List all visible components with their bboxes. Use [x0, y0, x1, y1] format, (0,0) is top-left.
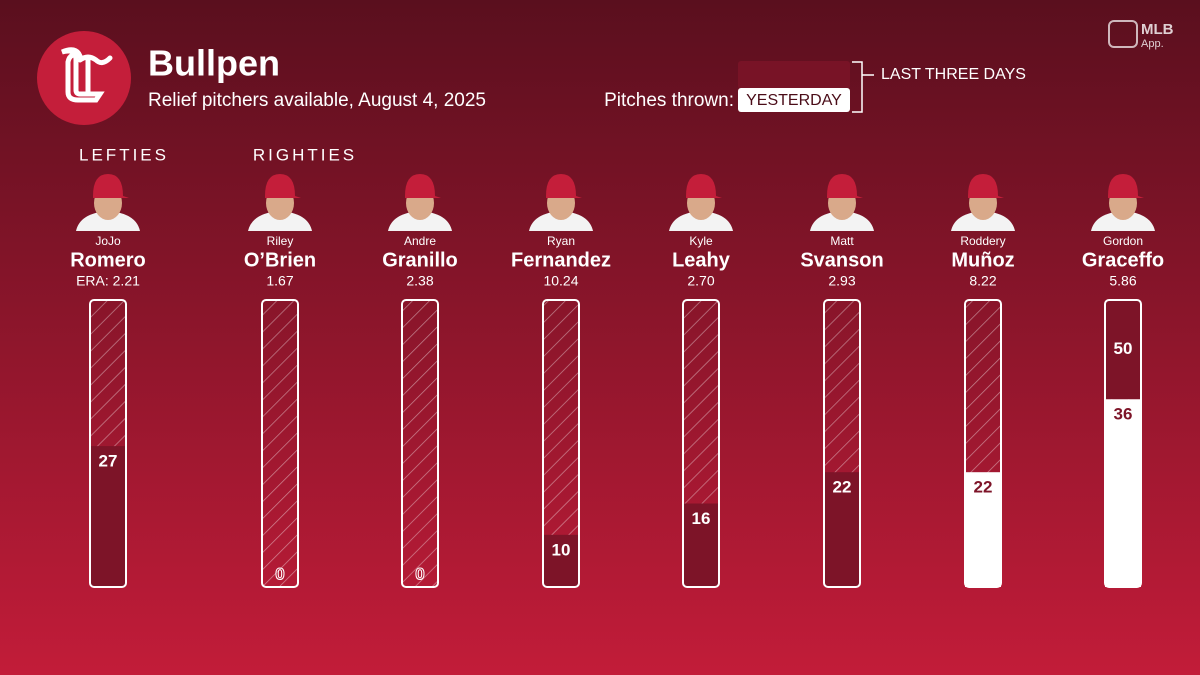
group-label: LEFTIES	[79, 145, 169, 164]
bar-frame	[262, 300, 298, 587]
first-name: Kyle	[689, 234, 713, 248]
last-name: Granillo	[382, 249, 458, 271]
headshot	[810, 174, 874, 231]
headshot-shirt	[669, 211, 733, 231]
headshot-cap	[405, 174, 441, 198]
bar-outline	[89, 299, 127, 588]
headshot	[529, 174, 593, 231]
first-name: Andre	[404, 234, 436, 248]
legend-entry: LAST THREE DAYS	[881, 66, 1026, 83]
last-name: Leahy	[672, 249, 731, 271]
legend-swatch	[738, 88, 850, 112]
last-name: O’Brien	[244, 249, 316, 271]
bar-outline	[542, 299, 580, 588]
headshot-shirt	[388, 211, 452, 231]
headshot	[388, 174, 452, 231]
headshot-cap	[93, 174, 129, 198]
value-label: 0	[275, 564, 284, 583]
value-label: 27	[99, 452, 118, 471]
last-name: Romero	[70, 249, 146, 271]
era-label: 2.70	[687, 273, 714, 289]
era-label: ERA: 2.21	[76, 273, 140, 289]
value-label: 36	[1114, 405, 1133, 424]
bar-frame	[402, 300, 438, 587]
legend-label: Pitches thrown:	[604, 90, 734, 111]
bar-outline	[261, 299, 299, 588]
brand-sub: App.	[1141, 38, 1164, 50]
bar-outline	[964, 299, 1002, 588]
bar-segment	[1105, 399, 1141, 587]
headshot	[669, 174, 733, 231]
first-name: Gordon	[1103, 234, 1143, 248]
headshot-cap	[827, 174, 863, 198]
headshot-cap	[968, 174, 1004, 198]
bar-segment	[965, 472, 1001, 587]
value-label: 22	[833, 478, 852, 497]
bar-segment	[1105, 300, 1141, 400]
bar-segment	[90, 446, 126, 587]
last-name: Fernandez	[511, 249, 611, 271]
headshot	[951, 174, 1015, 231]
headshot-shirt	[810, 211, 874, 231]
first-name: Matt	[830, 234, 854, 248]
headshot-cap	[265, 174, 301, 198]
headshot-shirt	[951, 211, 1015, 231]
value-label: 50	[1114, 339, 1133, 358]
headshot-shirt	[248, 211, 312, 231]
first-name: Roddery	[960, 234, 1005, 248]
subtitle: Relief pitchers available, August 4, 202…	[148, 90, 486, 111]
brand-logo: MLB App.	[1108, 20, 1174, 50]
era-label: 2.93	[828, 273, 855, 289]
bar-outline	[823, 299, 861, 588]
last-name: Graceffo	[1082, 249, 1164, 271]
headshot-shirt	[1091, 211, 1155, 231]
era-label: 5.86	[1109, 273, 1136, 289]
bar-segment	[683, 503, 719, 587]
headshot	[1091, 174, 1155, 231]
bar-outline	[682, 299, 720, 588]
bar-frame	[543, 300, 579, 587]
first-name: Riley	[267, 234, 294, 248]
legend-swatch	[738, 61, 850, 89]
value-label: 0	[415, 564, 424, 583]
value-label: 16	[692, 509, 711, 528]
brand: MLB	[1141, 21, 1174, 38]
first-name: JoJo	[95, 234, 121, 248]
team-logo	[37, 31, 131, 125]
bar-outline	[1104, 299, 1142, 588]
bar-segment	[543, 534, 579, 587]
group-label: RIGHTIES	[253, 145, 357, 164]
bar-segment	[824, 472, 860, 587]
value-label: 22	[974, 478, 993, 497]
headshot-shirt	[76, 211, 140, 231]
era-label: 2.38	[406, 273, 433, 289]
headshot-cap	[1108, 174, 1144, 198]
bar-outline	[401, 299, 439, 588]
legend-bracket	[852, 61, 874, 113]
title: Bullpen	[148, 43, 280, 84]
era-label: 8.22	[969, 273, 996, 289]
last-name: Svanson	[800, 249, 883, 271]
headshot-cap	[546, 174, 582, 198]
legend-entry: YESTERDAY	[746, 92, 842, 109]
era-label: 1.67	[266, 273, 293, 289]
era-label: 10.24	[543, 273, 578, 289]
headshot-cap	[686, 174, 722, 198]
first-name: Ryan	[547, 234, 575, 248]
headshot	[248, 174, 312, 231]
last-name: Muñoz	[951, 249, 1014, 271]
headshot	[76, 174, 140, 231]
headshot-shirt	[529, 211, 593, 231]
value-label: 10	[552, 540, 571, 559]
